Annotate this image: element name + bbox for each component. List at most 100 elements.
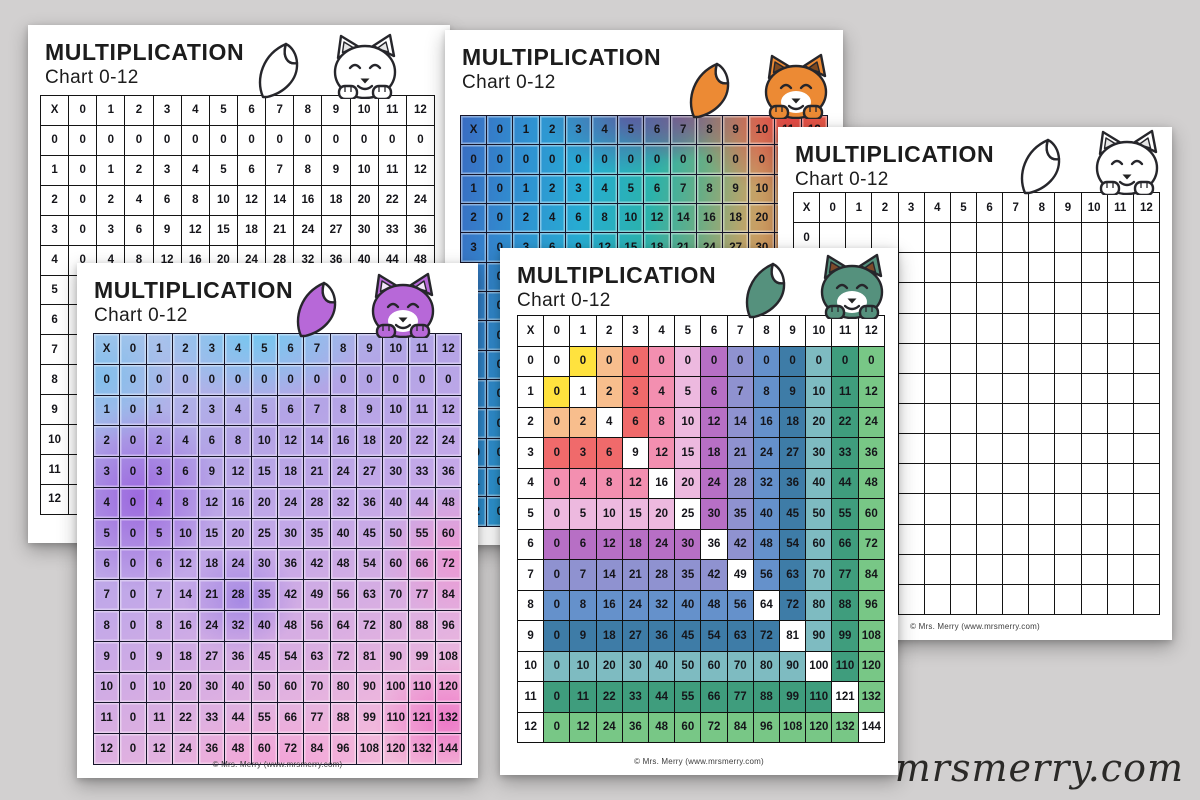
product-cell: 7 — [145, 579, 173, 612]
page-subtitle: Chart 0-12 — [517, 290, 611, 312]
green-fox-icon — [741, 253, 891, 321]
product-cell: 60 — [434, 517, 463, 550]
product-cell: 40 — [752, 498, 781, 530]
product-cell: 0 — [96, 124, 126, 156]
page-title: MULTIPLICATION — [45, 39, 245, 65]
product-cell: 18 — [236, 214, 267, 246]
product-cell: 0 — [152, 124, 182, 156]
product-cell: 0 — [543, 559, 571, 591]
product-cell: 63 — [355, 579, 384, 612]
column-header-cell: 6 — [643, 114, 671, 146]
column-header-cell: 12 — [1132, 191, 1161, 224]
column-header-cell: 8 — [695, 114, 724, 146]
product-cell — [897, 553, 925, 585]
row-header-cell: 9 — [92, 640, 121, 673]
column-header-cell: 5 — [617, 114, 645, 146]
column-header-cell: 2 — [171, 333, 200, 365]
product-cell: 6 — [643, 173, 671, 205]
product-cell: 36 — [857, 437, 886, 469]
product-cell: 4 — [569, 467, 597, 499]
product-cell: 1 — [96, 154, 126, 186]
product-cell: 10 — [617, 203, 645, 234]
row-header-cell: 6 — [516, 528, 545, 560]
product-cell: 0 — [486, 203, 514, 234]
product-cell: 4 — [180, 154, 210, 186]
column-header-cell: 8 — [752, 315, 781, 347]
product-cell — [923, 583, 951, 616]
product-cell: 66 — [408, 548, 436, 581]
product-cell: 1 — [569, 376, 597, 408]
product-cell: 8 — [695, 173, 724, 205]
column-header-cell: 5 — [674, 315, 702, 347]
column-header-cell: 9 — [355, 333, 384, 365]
mrsmerry-logo: mrsmerry.com — [894, 746, 1184, 790]
column-header-cell: 3 — [198, 333, 226, 365]
product-cell: 90 — [805, 620, 833, 652]
row-header-cell: 1 — [39, 154, 70, 186]
product-cell: 144 — [857, 711, 886, 743]
product-cell: 24 — [198, 610, 226, 642]
column-header-cell: 9 — [321, 95, 351, 126]
product-cell: 6 — [198, 425, 226, 458]
product-cell: 0 — [543, 711, 571, 743]
product-cell: 0 — [543, 650, 571, 682]
product-cell — [1054, 372, 1082, 404]
column-header-cell: 10 — [805, 315, 833, 347]
white-fox-icon — [1016, 129, 1166, 197]
product-cell: 30 — [198, 671, 226, 704]
product-cell: 4 — [124, 184, 154, 216]
product-cell: 48 — [857, 467, 886, 499]
product-cell: 132 — [857, 681, 886, 713]
product-cell: 3 — [96, 214, 126, 246]
product-cell: 0 — [405, 124, 436, 156]
product-cell: 60 — [857, 498, 886, 530]
product-cell: 21 — [621, 559, 650, 591]
product-cell: 48 — [648, 711, 676, 743]
product-cell — [897, 523, 925, 555]
product-cell — [1054, 523, 1082, 555]
product-cell: 15 — [674, 437, 702, 469]
product-cell: 0 — [355, 363, 384, 396]
product-cell: 0 — [700, 345, 728, 377]
product-cell: 4 — [591, 173, 619, 205]
product-cell — [1106, 493, 1134, 525]
product-cell — [975, 252, 1004, 284]
product-cell: 35 — [303, 517, 331, 550]
product-cell: 12 — [569, 711, 597, 743]
product-cell: 10 — [250, 425, 278, 458]
product-cell: 35 — [674, 559, 702, 591]
product-cell: 0 — [695, 144, 724, 175]
product-cell — [1080, 312, 1108, 344]
product-cell — [1028, 433, 1056, 465]
row-header-cell: 1 — [516, 376, 545, 408]
product-cell: 0 — [543, 467, 571, 499]
product-cell: 30 — [700, 498, 728, 530]
product-cell: 6 — [236, 154, 267, 186]
product-cell: 18 — [276, 456, 305, 488]
product-cell — [1132, 433, 1161, 465]
corner-cell: X — [792, 191, 821, 224]
page-header: MULTIPLICATION Chart 0-12 — [517, 263, 716, 312]
product-cell — [1106, 433, 1134, 465]
product-cell — [1054, 463, 1082, 495]
page-footer-credit: © Mrs. Merry (www.mrsmerry.com) — [212, 760, 343, 769]
page-footer-credit: © Mrs. Merry (www.mrsmerry.com) — [910, 622, 1040, 631]
product-cell: 0 — [119, 640, 147, 673]
product-cell: 6 — [152, 184, 182, 216]
product-cell — [1106, 372, 1134, 404]
product-cell — [1028, 342, 1056, 374]
product-cell: 84 — [303, 733, 331, 765]
row-header-cell: 6 — [39, 304, 70, 336]
product-cell: 0 — [236, 124, 267, 156]
product-cell: 0 — [68, 124, 98, 156]
product-cell: 70 — [303, 671, 331, 704]
product-cell: 5 — [569, 498, 597, 530]
product-cell — [1054, 402, 1082, 435]
product-cell: 0 — [208, 124, 238, 156]
product-cell: 9 — [355, 394, 384, 427]
product-cell — [1002, 372, 1030, 404]
product-cell — [949, 553, 977, 585]
product-cell: 30 — [805, 437, 833, 469]
product-cell: 16 — [224, 486, 252, 519]
product-cell: 8 — [595, 467, 623, 499]
